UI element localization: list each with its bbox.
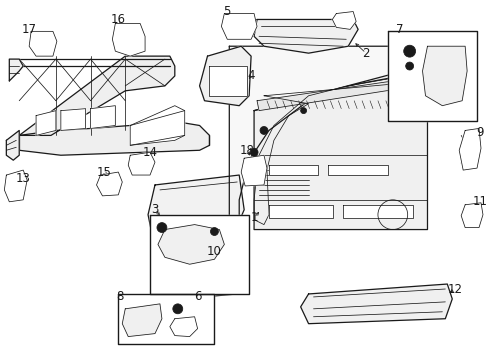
Text: 16: 16 [111, 13, 125, 26]
Text: 1: 1 [250, 211, 257, 224]
Text: 13: 13 [16, 171, 31, 185]
Polygon shape [199, 46, 251, 106]
Polygon shape [207, 254, 244, 296]
Polygon shape [221, 14, 257, 39]
Polygon shape [254, 19, 357, 53]
Polygon shape [268, 205, 333, 218]
Text: 2: 2 [362, 47, 369, 60]
Polygon shape [332, 12, 355, 30]
Polygon shape [118, 294, 214, 343]
Polygon shape [9, 59, 23, 81]
Polygon shape [61, 109, 85, 130]
Text: 4: 4 [247, 69, 254, 82]
Polygon shape [19, 121, 209, 155]
Text: 5: 5 [222, 5, 229, 18]
Circle shape [210, 228, 218, 235]
Circle shape [262, 129, 265, 132]
Text: 9: 9 [475, 126, 483, 139]
Circle shape [157, 222, 166, 233]
Polygon shape [254, 66, 427, 230]
Polygon shape [128, 152, 155, 175]
Circle shape [300, 108, 306, 114]
Polygon shape [387, 31, 476, 121]
Polygon shape [422, 46, 466, 106]
Polygon shape [112, 23, 145, 56]
Polygon shape [148, 175, 244, 249]
Polygon shape [343, 205, 412, 218]
Circle shape [405, 62, 413, 70]
Polygon shape [460, 203, 482, 228]
Polygon shape [4, 170, 27, 202]
Circle shape [172, 304, 183, 314]
Circle shape [212, 230, 216, 234]
Polygon shape [458, 129, 480, 170]
Text: 6: 6 [193, 291, 201, 303]
Polygon shape [29, 31, 57, 56]
Polygon shape [209, 66, 246, 96]
Polygon shape [90, 106, 115, 129]
Circle shape [249, 148, 258, 156]
Polygon shape [229, 46, 427, 230]
Text: 18: 18 [239, 144, 254, 157]
Polygon shape [257, 76, 429, 111]
Text: 11: 11 [471, 195, 487, 208]
Polygon shape [241, 155, 266, 186]
Circle shape [260, 126, 267, 134]
Text: 7: 7 [395, 23, 403, 36]
Text: 8: 8 [116, 291, 124, 303]
Text: 12: 12 [447, 283, 462, 296]
Polygon shape [300, 284, 451, 324]
Polygon shape [19, 56, 174, 135]
Text: 3: 3 [151, 203, 158, 216]
Polygon shape [130, 106, 184, 145]
Text: 10: 10 [206, 245, 222, 258]
Polygon shape [164, 220, 199, 244]
Text: 17: 17 [21, 23, 37, 36]
Polygon shape [96, 172, 122, 196]
Polygon shape [328, 165, 387, 175]
Polygon shape [6, 130, 19, 160]
Polygon shape [122, 304, 162, 337]
Polygon shape [158, 225, 224, 264]
Text: 14: 14 [142, 146, 157, 159]
Polygon shape [36, 111, 56, 135]
Polygon shape [268, 165, 318, 175]
Polygon shape [150, 215, 248, 294]
Text: 15: 15 [97, 166, 112, 179]
Polygon shape [169, 317, 197, 337]
Circle shape [403, 45, 415, 57]
